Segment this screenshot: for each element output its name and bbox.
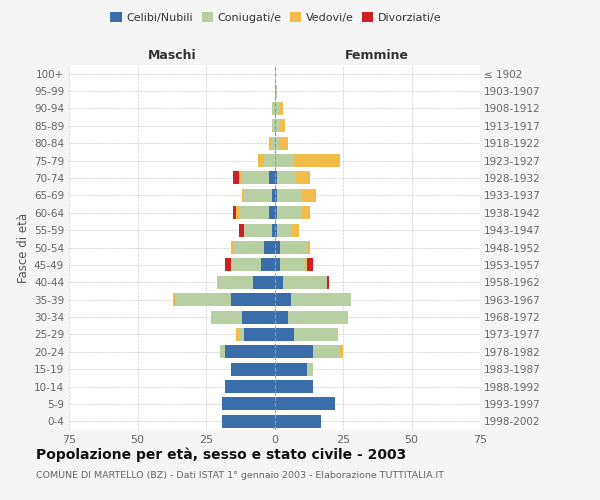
Bar	[275, 189, 277, 202]
Bar	[313, 346, 340, 358]
Bar	[275, 415, 321, 428]
Bar	[275, 102, 280, 115]
Bar	[263, 241, 275, 254]
Bar	[242, 172, 269, 184]
Bar	[239, 172, 242, 184]
Bar	[288, 310, 349, 324]
Bar	[296, 172, 310, 184]
Bar	[217, 276, 253, 289]
Bar	[272, 102, 275, 115]
Bar	[261, 258, 275, 272]
Bar	[293, 328, 338, 341]
Bar	[272, 224, 275, 236]
Bar	[275, 241, 280, 254]
Bar	[236, 328, 239, 341]
Bar	[277, 189, 302, 202]
Bar	[242, 189, 244, 202]
Bar	[275, 206, 277, 220]
Bar	[275, 293, 291, 306]
Legend: Celibi/Nubili, Coniugati/e, Vedovi/e, Divorziati/e: Celibi/Nubili, Coniugati/e, Vedovi/e, Di…	[106, 8, 446, 28]
Bar	[242, 310, 275, 324]
Bar	[269, 172, 275, 184]
Bar	[277, 224, 291, 236]
Bar	[269, 136, 272, 149]
Bar	[244, 328, 275, 341]
Bar	[275, 310, 288, 324]
Bar	[239, 328, 244, 341]
Bar	[230, 362, 275, 376]
Bar	[275, 84, 277, 98]
Bar	[291, 293, 351, 306]
Text: Maschi: Maschi	[148, 50, 196, 62]
Bar	[211, 310, 242, 324]
Bar	[236, 206, 239, 220]
Bar	[225, 346, 275, 358]
Bar	[253, 276, 275, 289]
Bar	[280, 120, 286, 132]
Bar	[277, 172, 296, 184]
Bar	[275, 136, 280, 149]
Bar	[233, 241, 263, 254]
Bar	[275, 154, 293, 167]
Bar	[307, 241, 310, 254]
Bar	[230, 293, 275, 306]
Bar	[272, 136, 275, 149]
Bar	[275, 346, 313, 358]
Bar	[275, 380, 313, 393]
Text: Popolazione per età, sesso e stato civile - 2003: Popolazione per età, sesso e stato civil…	[36, 448, 406, 462]
Bar	[277, 206, 302, 220]
Bar	[305, 258, 307, 272]
Bar	[275, 398, 335, 410]
Bar	[302, 206, 310, 220]
Bar	[307, 258, 313, 272]
Bar	[326, 276, 329, 289]
Bar	[280, 136, 288, 149]
Bar	[275, 172, 277, 184]
Y-axis label: Fasce di età: Fasce di età	[17, 212, 30, 282]
Bar	[230, 241, 233, 254]
Bar	[275, 224, 277, 236]
Bar	[275, 276, 283, 289]
Bar	[244, 189, 272, 202]
Bar	[272, 189, 275, 202]
Bar	[233, 206, 236, 220]
Bar	[176, 293, 230, 306]
Bar	[275, 328, 293, 341]
Bar	[293, 154, 340, 167]
Bar	[291, 224, 299, 236]
Bar	[275, 362, 307, 376]
Bar	[223, 415, 275, 428]
Bar	[173, 293, 176, 306]
Text: Femmine: Femmine	[345, 50, 409, 62]
Bar	[280, 258, 305, 272]
Bar	[230, 258, 261, 272]
Bar	[263, 154, 275, 167]
Bar	[233, 172, 239, 184]
Bar	[269, 206, 275, 220]
Bar	[244, 224, 272, 236]
Bar	[280, 241, 307, 254]
Bar	[239, 206, 269, 220]
Bar	[275, 258, 280, 272]
Bar	[258, 154, 263, 167]
Bar	[283, 276, 326, 289]
Bar	[225, 380, 275, 393]
Bar	[275, 120, 280, 132]
Text: COMUNE DI MARTELLO (BZ) - Dati ISTAT 1° gennaio 2003 - Elaborazione TUTTITALIA.I: COMUNE DI MARTELLO (BZ) - Dati ISTAT 1° …	[36, 471, 444, 480]
Bar	[239, 224, 244, 236]
Bar	[225, 258, 230, 272]
Bar	[220, 346, 225, 358]
Bar	[307, 362, 313, 376]
Bar	[280, 102, 283, 115]
Bar	[223, 398, 275, 410]
Bar	[340, 346, 343, 358]
Bar	[302, 189, 316, 202]
Bar	[272, 120, 275, 132]
